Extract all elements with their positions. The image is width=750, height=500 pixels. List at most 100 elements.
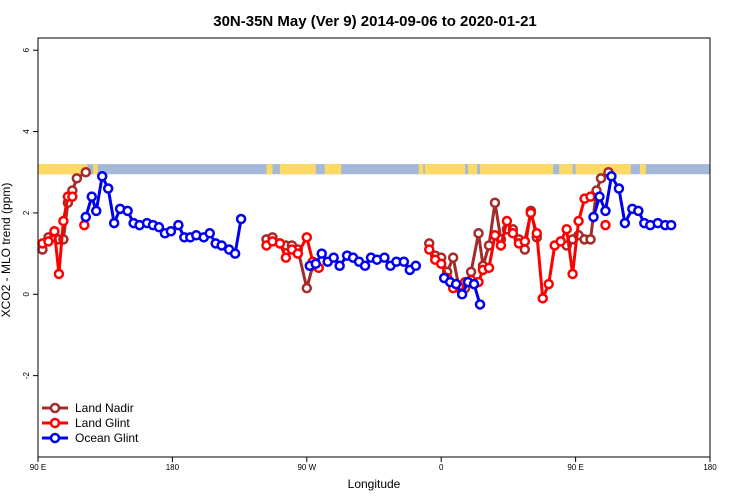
data-point xyxy=(507,228,519,239)
data-point xyxy=(53,268,65,280)
data-point xyxy=(334,260,345,272)
data-point xyxy=(80,166,92,178)
data-point xyxy=(595,173,607,184)
data-point xyxy=(122,205,133,217)
data-point xyxy=(489,230,501,241)
data-point xyxy=(543,278,554,290)
land-band-segment xyxy=(639,164,646,175)
data-point xyxy=(235,213,247,225)
data-point xyxy=(519,236,531,247)
data-point xyxy=(561,223,572,235)
data-point xyxy=(79,219,90,231)
land-band-segment xyxy=(266,164,273,175)
data-point xyxy=(531,228,543,239)
data-point xyxy=(86,191,98,202)
data-point xyxy=(633,205,644,217)
data-point xyxy=(229,248,241,259)
data-point xyxy=(301,282,313,294)
chart-title: 30N-35N May (Ver 9) 2014-09-06 to 2020-0… xyxy=(213,13,537,30)
data-point xyxy=(108,217,120,229)
data-point xyxy=(424,244,435,255)
data-point xyxy=(567,268,578,280)
data-point xyxy=(435,258,447,270)
y-tick-label: -2 xyxy=(22,372,31,380)
data-point xyxy=(456,289,468,300)
legend-label: Ocean Glint xyxy=(75,431,139,445)
data-point xyxy=(301,232,313,243)
data-point xyxy=(96,171,108,182)
data-point xyxy=(483,262,495,274)
data-point xyxy=(165,225,177,237)
data-point xyxy=(379,252,390,263)
data-point xyxy=(594,191,605,202)
data-point xyxy=(280,252,292,263)
x-tick-label: 90 E xyxy=(30,463,46,472)
data-point xyxy=(537,293,548,304)
land-band-segment xyxy=(93,164,98,175)
x-tick-label: 180 xyxy=(166,463,180,472)
data-point xyxy=(80,211,92,223)
y-tick-label: 0 xyxy=(22,292,31,297)
data-point xyxy=(606,171,617,182)
data-point xyxy=(410,260,422,272)
data-point xyxy=(90,205,102,217)
x-tick-label: 90 E xyxy=(567,463,583,472)
series-ocean-glint xyxy=(80,171,677,310)
land-band-segment xyxy=(418,164,424,175)
data-point xyxy=(555,236,566,247)
data-point xyxy=(316,248,327,259)
y-tick-label: 2 xyxy=(22,210,31,215)
data-point xyxy=(600,205,611,217)
legend-marker xyxy=(49,432,61,444)
y-axis: -2 0 2 4 6 xyxy=(22,47,38,379)
land-band-segment xyxy=(38,164,88,175)
data-point xyxy=(173,219,184,231)
data-point xyxy=(495,240,507,251)
data-point xyxy=(665,219,677,231)
data-point xyxy=(573,215,584,227)
y-tick-label: 6 xyxy=(22,47,31,52)
land-band-segment xyxy=(424,164,466,175)
data-point xyxy=(585,234,596,245)
series-layer xyxy=(37,166,677,310)
data-point xyxy=(588,211,599,223)
data-point xyxy=(501,215,513,227)
data-point xyxy=(613,183,625,194)
land-band-segment xyxy=(575,164,631,175)
data-point xyxy=(447,252,459,263)
data-point xyxy=(328,252,339,263)
data-point xyxy=(585,191,596,202)
legend-marker xyxy=(49,402,61,414)
land-band-segment xyxy=(559,164,573,175)
data-point xyxy=(489,197,501,209)
y-axis-label: XCO2 - MLO trend (ppm) xyxy=(0,183,13,318)
data-point xyxy=(102,183,114,194)
x-axis-label: Longitude xyxy=(348,477,401,491)
data-point xyxy=(153,221,165,233)
data-point xyxy=(398,256,410,267)
y-tick-label: 4 xyxy=(22,129,31,134)
data-point xyxy=(359,260,371,272)
data-point xyxy=(474,299,486,310)
data-point xyxy=(71,173,83,184)
data-point xyxy=(49,225,60,237)
data-point xyxy=(216,240,227,251)
data-point xyxy=(473,228,484,239)
land-band-segment xyxy=(468,164,478,175)
data-point xyxy=(450,278,462,290)
legend-item: Land Glint xyxy=(42,416,130,430)
plot-frame xyxy=(37,37,711,458)
x-tick-label: 0 xyxy=(439,463,444,472)
legend-marker xyxy=(49,417,61,429)
data-point xyxy=(58,215,69,227)
surface-band xyxy=(38,164,710,175)
legend-item: Ocean Glint xyxy=(42,431,139,445)
x-tick-label: 180 xyxy=(703,463,717,472)
land-band-segment xyxy=(279,164,316,175)
land-band-segment xyxy=(324,164,342,175)
data-point xyxy=(292,248,304,259)
data-point xyxy=(204,228,215,239)
data-point xyxy=(600,219,611,231)
